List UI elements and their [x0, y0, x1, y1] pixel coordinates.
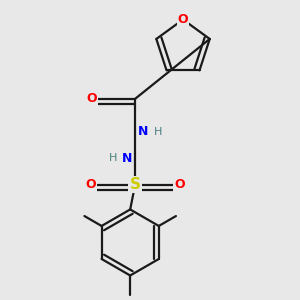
Text: O: O: [178, 13, 188, 26]
Text: O: O: [86, 92, 97, 105]
Text: H: H: [109, 153, 117, 163]
Text: H: H: [153, 127, 162, 137]
Text: S: S: [130, 177, 141, 192]
Text: N: N: [122, 152, 132, 165]
Text: O: O: [85, 178, 96, 191]
Text: N: N: [138, 125, 148, 138]
Text: O: O: [174, 178, 185, 191]
